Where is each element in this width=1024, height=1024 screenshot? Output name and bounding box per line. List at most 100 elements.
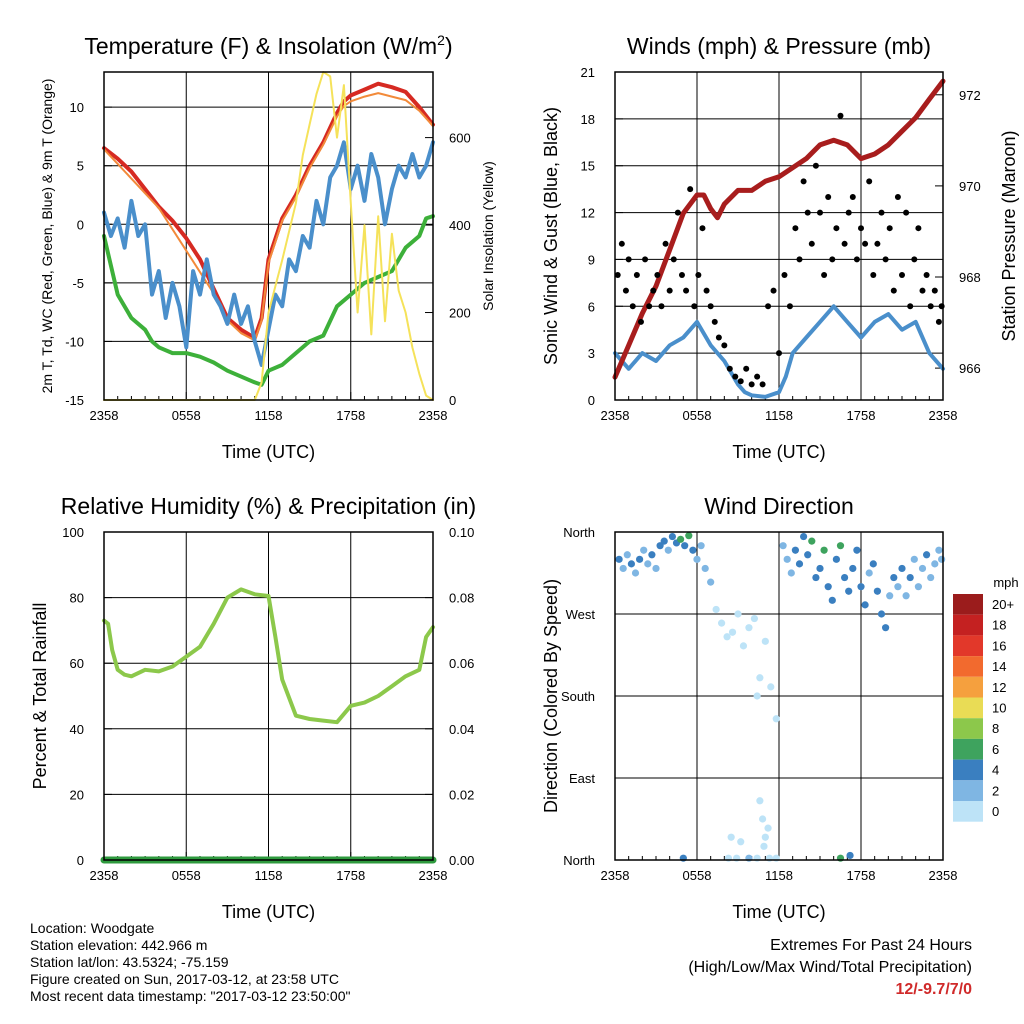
x-tick-label: 1158 xyxy=(765,868,793,883)
direction-point xyxy=(728,628,737,636)
gust-point xyxy=(927,303,934,310)
y2-tick-label: 400 xyxy=(449,218,471,233)
direction-point xyxy=(869,560,877,568)
x-tick-label: 0558 xyxy=(172,868,201,883)
direction-point xyxy=(652,564,660,573)
direction-point xyxy=(841,573,849,582)
direction-point xyxy=(707,578,715,586)
extremes-subtitle: (High/Low/Max Wind/Total Precipitation) xyxy=(688,959,972,976)
legend-swatch xyxy=(953,656,983,677)
gust-point xyxy=(812,162,819,169)
direction-point xyxy=(644,560,652,568)
direction-point xyxy=(756,674,764,682)
info-recent: Most recent data timestamp: "2017-03-12 … xyxy=(30,988,351,1004)
plot-frame xyxy=(103,71,434,401)
series-9m-temperature xyxy=(103,92,434,342)
direction-point xyxy=(772,715,780,723)
gust-point xyxy=(915,225,922,232)
y-tick-label: South xyxy=(561,689,595,704)
gust-point xyxy=(800,178,807,185)
plot-frame xyxy=(614,531,944,861)
x-tick-label: 2358 xyxy=(929,408,958,423)
direction-point xyxy=(791,546,800,554)
direction-point xyxy=(808,537,816,545)
y-tick-label: 0 xyxy=(588,393,595,408)
y-tick-label: 0 xyxy=(77,853,84,868)
direction-point xyxy=(832,555,841,563)
y2-tick-label: 970 xyxy=(959,179,981,194)
y-tick-label: 6 xyxy=(588,299,595,314)
gust-point xyxy=(804,209,811,216)
y-tick-label: 100 xyxy=(62,525,84,540)
legend-label: 18 xyxy=(992,618,1006,633)
direction-point xyxy=(712,605,720,614)
gust-point xyxy=(642,256,649,263)
gust-point xyxy=(678,272,685,279)
legend-label: 14 xyxy=(992,659,1006,674)
y-tick-label: 3 xyxy=(588,346,595,361)
series-solar-insolation xyxy=(103,71,434,401)
series-sonic-wind xyxy=(613,304,945,399)
direction-point xyxy=(865,569,873,577)
x-tick-label: 2358 xyxy=(601,408,630,423)
gust-point xyxy=(808,240,815,247)
extremes-title: Extremes For Past 24 Hours xyxy=(770,937,972,954)
y-tick-label: -5 xyxy=(72,276,84,291)
gust-point xyxy=(711,318,718,325)
x-tick-label: 1758 xyxy=(847,408,876,423)
direction-point xyxy=(787,569,795,577)
direction-point xyxy=(660,537,668,545)
y-tick-label: 40 xyxy=(70,722,84,737)
gust-point xyxy=(907,303,914,310)
y2-axis-label: Station Pressure (Maroon) xyxy=(999,130,1019,341)
direction-point xyxy=(640,546,648,554)
y2-tick-label: 0.04 xyxy=(449,722,474,737)
y2-tick-label: 200 xyxy=(449,306,471,321)
series-wind-chill xyxy=(102,140,435,367)
title-superscript: 2 xyxy=(437,32,445,48)
x-tick-label: 2358 xyxy=(601,868,630,883)
gust-point xyxy=(625,256,632,263)
y-tick-label: North xyxy=(563,853,595,868)
legend-label: 20+ xyxy=(992,597,1014,612)
x-tick-label: 2358 xyxy=(90,408,119,423)
direction-point xyxy=(938,555,946,563)
chart-title: Wind Direction xyxy=(704,493,854,519)
direction-point xyxy=(761,637,769,645)
y-tick-label: 15 xyxy=(581,159,595,174)
gust-point xyxy=(874,240,881,247)
gust-point xyxy=(765,303,772,310)
direction-point xyxy=(836,542,845,550)
gust-point xyxy=(622,287,629,294)
direction-point xyxy=(812,573,820,582)
legend-label: 4 xyxy=(992,763,999,778)
y-tick-label: -10 xyxy=(65,334,84,349)
chart-humidity: Relative Humidity (%) & Precipitation (i… xyxy=(30,493,476,922)
y-tick-label: 5 xyxy=(77,159,84,174)
x-tick-label: 2358 xyxy=(419,408,448,423)
gust-point xyxy=(654,272,661,279)
direction-point xyxy=(761,833,769,841)
gust-point xyxy=(845,209,852,216)
gust-point xyxy=(781,272,788,279)
y2-tick-label: 0.08 xyxy=(449,591,474,606)
legend-swatch xyxy=(953,635,983,657)
series-station-pressure xyxy=(612,78,946,380)
gust-point xyxy=(737,378,744,385)
direction-point xyxy=(820,546,828,554)
legend-swatch xyxy=(953,801,983,822)
station-info: Location: Woodgate Station elevation: 44… xyxy=(30,920,350,1005)
gust-point xyxy=(658,303,665,310)
gust-point xyxy=(618,240,625,247)
gust-point xyxy=(776,350,782,357)
direction-point xyxy=(631,569,640,577)
y-axis-label: Sonic Wind & Gust (Blue, Black) xyxy=(541,107,561,365)
y-tick-label: 18 xyxy=(581,112,595,127)
direction-point xyxy=(623,551,631,559)
gust-point xyxy=(691,303,698,310)
gust-point xyxy=(792,225,799,232)
gust-point xyxy=(919,287,926,294)
direction-point xyxy=(898,564,906,573)
series-2m-temperature xyxy=(102,81,435,340)
